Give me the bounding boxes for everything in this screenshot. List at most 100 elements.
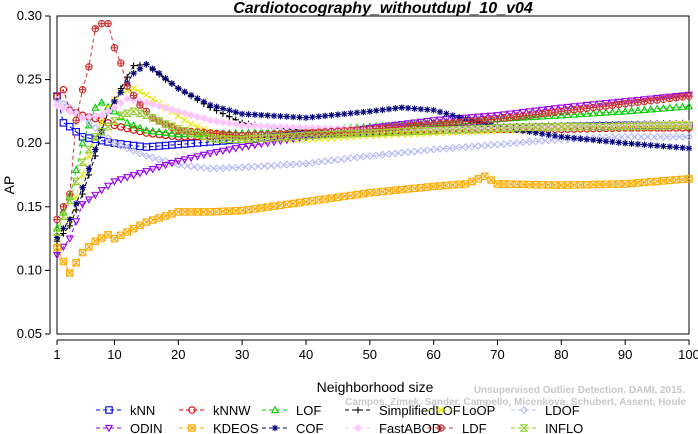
data-point <box>455 143 464 152</box>
data-point <box>621 100 629 108</box>
data-point <box>443 110 450 117</box>
data-point <box>435 126 445 134</box>
data-point <box>174 112 182 120</box>
legend-item-lof: LOF <box>262 403 321 418</box>
data-point <box>142 218 151 226</box>
data-point <box>53 243 61 252</box>
data-point <box>85 63 93 71</box>
data-point <box>519 112 527 120</box>
data-point <box>582 109 591 117</box>
data-point <box>518 109 528 117</box>
data-point <box>359 152 368 161</box>
series-kdeos <box>53 172 693 277</box>
data-point <box>423 129 431 137</box>
legend-marker <box>188 424 196 432</box>
data-point <box>257 122 266 131</box>
data-point <box>384 128 394 137</box>
data-point <box>480 124 490 133</box>
legend-item-inflo: INFLO <box>511 421 583 434</box>
data-point <box>103 182 113 191</box>
data-point <box>130 62 137 69</box>
data-point <box>72 116 80 125</box>
data-point <box>455 118 463 126</box>
data-point <box>544 136 553 145</box>
data-point <box>288 132 298 141</box>
data-point <box>334 111 342 118</box>
data-point <box>461 180 470 188</box>
data-point <box>442 144 451 153</box>
data-point <box>149 95 157 103</box>
data-point <box>487 141 496 149</box>
x-tick-label: 80 <box>554 347 568 362</box>
data-point <box>78 113 87 122</box>
data-point <box>116 141 125 150</box>
data-point <box>480 141 489 150</box>
data-point <box>59 203 68 211</box>
data-point <box>589 103 597 112</box>
data-point <box>378 150 387 159</box>
data-point <box>429 117 438 125</box>
data-point <box>429 145 438 154</box>
data-point <box>512 109 521 118</box>
data-point <box>550 105 560 113</box>
data-point <box>608 180 617 188</box>
data-point <box>136 221 144 230</box>
data-point <box>245 111 252 118</box>
data-point <box>454 125 464 134</box>
data-point <box>353 109 361 116</box>
data-point <box>347 110 354 117</box>
data-point <box>231 163 240 172</box>
data-point <box>685 92 693 100</box>
data-point <box>659 95 668 103</box>
data-point <box>448 125 458 134</box>
data-point <box>544 123 554 131</box>
data-point <box>480 172 489 181</box>
data-point <box>78 86 87 94</box>
data-point <box>296 114 303 121</box>
data-point <box>129 107 139 116</box>
data-point <box>66 190 74 198</box>
data-point <box>658 122 668 130</box>
data-point <box>512 138 521 147</box>
data-point <box>449 112 456 119</box>
data-point <box>641 141 648 148</box>
data-point <box>199 151 208 160</box>
data-point <box>181 116 189 124</box>
data-point <box>219 118 227 127</box>
data-point <box>84 112 93 121</box>
data-point <box>109 117 119 125</box>
data-point <box>628 140 635 147</box>
data-point <box>91 112 100 121</box>
data-point <box>225 146 234 154</box>
data-point <box>59 104 68 113</box>
data-point <box>422 126 432 135</box>
data-point <box>263 161 272 170</box>
data-point <box>506 113 515 122</box>
legend-marker <box>270 405 280 414</box>
data-point <box>104 107 113 116</box>
y-tick-label: 0.30 <box>17 8 42 23</box>
series-ldof <box>53 95 693 173</box>
data-point <box>194 95 201 102</box>
data-point <box>365 129 375 137</box>
data-point <box>91 103 100 111</box>
data-point <box>180 161 189 170</box>
data-point <box>295 132 305 140</box>
data-point <box>148 100 157 109</box>
data-point <box>544 109 553 117</box>
data-point <box>53 92 61 100</box>
data-point <box>678 92 687 100</box>
data-point <box>231 135 241 144</box>
data-point <box>136 101 144 109</box>
data-point <box>116 111 126 119</box>
legend-label: kNN <box>130 403 155 418</box>
data-point <box>665 93 674 102</box>
data-point <box>371 129 381 137</box>
data-point <box>557 107 566 116</box>
legend-label: LDOF <box>545 403 580 418</box>
data-point <box>525 112 534 121</box>
data-point <box>378 128 388 137</box>
legend-item-ldf: LDF <box>428 421 487 434</box>
data-point <box>117 89 125 96</box>
data-point <box>321 157 330 166</box>
